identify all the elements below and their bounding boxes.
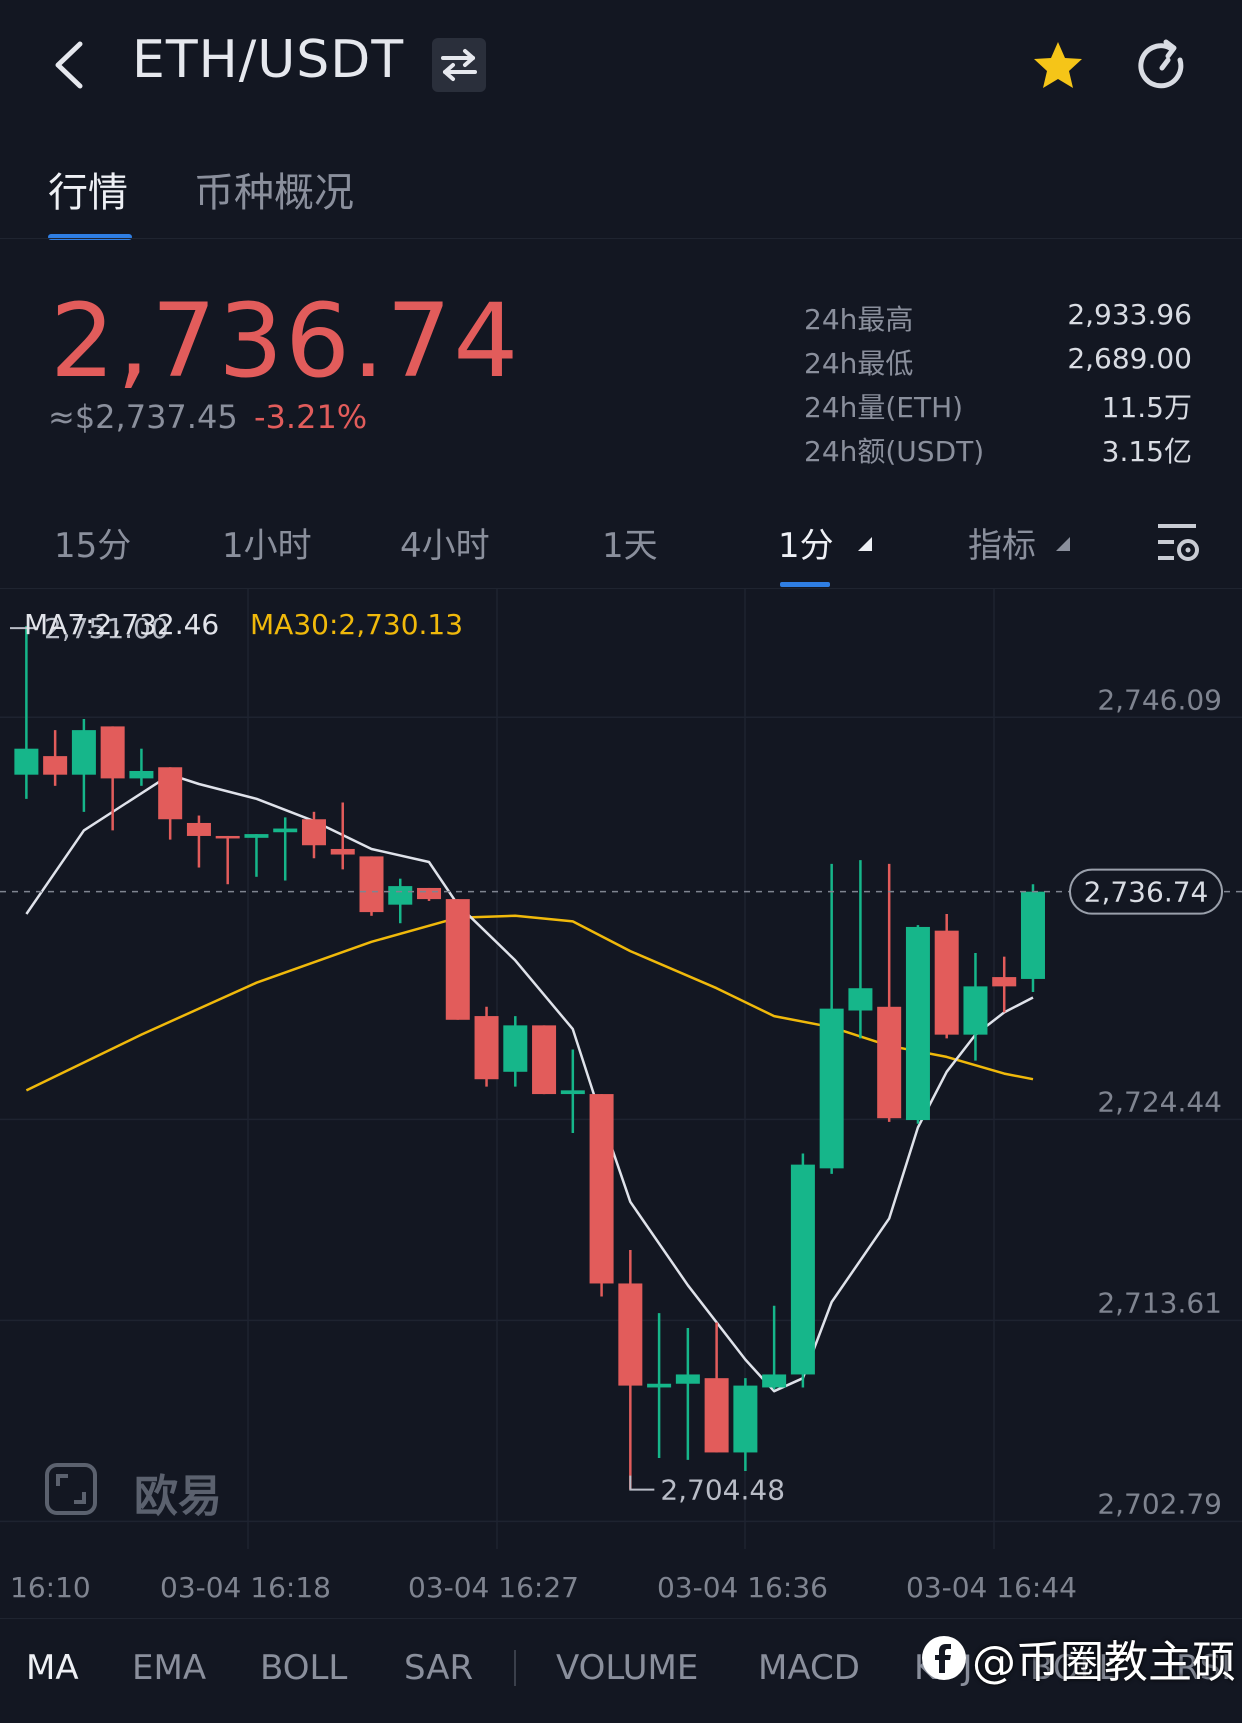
candle-up (790, 1164, 815, 1375)
low-price-marker: 2,704.48 (660, 1474, 785, 1507)
ma7-readout: MA7:2,732.46 (24, 608, 220, 641)
indicator-boll-2[interactable]: BOLL (1030, 1648, 1118, 1688)
candle-down (934, 930, 959, 1035)
divider (0, 1618, 1242, 1619)
low-marker-tick (629, 1475, 655, 1491)
indicator-ema[interactable]: EMA (132, 1648, 207, 1688)
chart-settings-icon[interactable] (1156, 520, 1200, 568)
active-period-indicator (780, 582, 830, 587)
candle-down (532, 1025, 557, 1095)
y-tick-label: 2,724.44 (1097, 1085, 1222, 1118)
indicator-separator (514, 1650, 516, 1686)
tab-coin-overview[interactable]: 币种概况 (194, 170, 354, 216)
stat-value-24h-high: 2,933.96 (1067, 298, 1192, 331)
candlestick-chart[interactable]: 2,746.09 2,724.44 2,713.61 2,702.79 16:10 03-… (0, 589, 1242, 1618)
period-1h[interactable]: 1小时 (222, 526, 312, 566)
credit-watermark: @币圈教主硕 (922, 1626, 1236, 1690)
ma30-readout: MA30:2,730.13 (250, 608, 464, 641)
favorite-star-icon[interactable] (1030, 38, 1086, 94)
candle-down (992, 977, 1017, 987)
candle-up (503, 1025, 528, 1072)
candle-down (158, 767, 183, 820)
candle-up (273, 828, 298, 833)
credit-text: @币圈教主硕 (972, 1637, 1236, 1688)
candle-up (244, 834, 269, 838)
candle-up (14, 748, 39, 775)
tab-market[interactable]: 行情 (48, 170, 128, 216)
candle-up (560, 1090, 585, 1095)
last-price: 2,736.74 (50, 282, 521, 401)
watermark-okx: 欧易 (134, 1471, 222, 1522)
period-dropdown-icon[interactable] (856, 536, 872, 555)
candle-down (100, 726, 125, 779)
candle-up (733, 1385, 758, 1453)
indicator-sar[interactable]: SAR (404, 1648, 474, 1688)
x-tick-label: 03-04 16:44 (906, 1571, 1077, 1604)
candle-down (43, 756, 68, 775)
candle-down (359, 856, 384, 913)
stat-label-24h-turnover: 24h额(USDT) (804, 435, 985, 468)
candle-down (330, 848, 355, 855)
candle-up (848, 988, 873, 1011)
candle-down (474, 1016, 499, 1080)
candle-up (388, 886, 413, 905)
x-tick-label: 03-04 16:18 (160, 1571, 331, 1604)
period-4h[interactable]: 4小时 (400, 526, 490, 566)
candle-down (445, 899, 470, 1020)
swap-pair-icon[interactable] (432, 38, 486, 92)
y-tick-label: 2,702.79 (1097, 1487, 1222, 1520)
candle-down (417, 887, 442, 900)
social-logo-icon (922, 1636, 966, 1680)
candle-down (215, 835, 240, 839)
back-arrow-icon[interactable] (50, 40, 90, 90)
refresh-icon[interactable] (1134, 38, 1190, 94)
divider (0, 238, 1242, 239)
indicators-dropdown-icon[interactable] (1054, 536, 1070, 555)
candle-down (186, 822, 211, 836)
period-1m[interactable]: 1分 (778, 526, 834, 566)
candle-up (647, 1383, 672, 1388)
candle-up (762, 1374, 787, 1388)
candle-down (589, 1094, 614, 1284)
candle-down (301, 819, 326, 846)
indicator-boll[interactable]: BOLL (260, 1648, 348, 1688)
stat-value-24h-low: 2,689.00 (1067, 342, 1192, 375)
stat-value-24h-turnover: 3.15亿 (1101, 435, 1192, 468)
stat-value-24h-volume: 11.5万 (1101, 391, 1192, 424)
y-tick-label: 2,746.09 (1097, 683, 1222, 716)
x-tick-label: 03-04 16:36 (657, 1571, 828, 1604)
candle-up (819, 1008, 844, 1169)
candle-down (704, 1378, 729, 1453)
indicator-rsi[interactable]: RSI (1176, 1648, 1232, 1688)
x-tick-label: 03-04 16:27 (408, 1571, 579, 1604)
candle-up (129, 770, 154, 779)
candle-up (1020, 891, 1045, 979)
period-1d[interactable]: 1天 (602, 526, 658, 566)
indicators-menu[interactable]: 指标 (968, 526, 1036, 566)
approx-usd-price: ≈$2,737.45 (48, 398, 238, 436)
high-price-marker: 2,751.00 (44, 612, 169, 645)
stat-label-24h-volume: 24h量(ETH) (804, 391, 964, 424)
period-15m[interactable]: 15分 (54, 526, 132, 566)
candle-up (675, 1374, 700, 1384)
candle-up (71, 730, 96, 775)
candle-up (905, 926, 930, 1121)
price-change-percent: -3.21% (254, 398, 368, 436)
candle-up (963, 986, 988, 1035)
indicator-ma[interactable]: MA (26, 1648, 79, 1688)
indicator-volume[interactable]: VOLUME (556, 1648, 699, 1688)
active-tab-indicator (48, 234, 132, 240)
current-price-tag: 2,736.74 (1084, 876, 1209, 909)
stat-label-24h-high: 24h最高 (804, 303, 914, 336)
candle-down (877, 1006, 902, 1119)
x-tick-label: 16:10 (10, 1571, 91, 1604)
fullscreen-icon[interactable] (44, 1462, 98, 1516)
current-price-tag-box (1069, 868, 1223, 915)
divider (0, 588, 1242, 589)
y-tick-label: 2,713.61 (1097, 1286, 1222, 1319)
indicator-macd[interactable]: MACD (758, 1648, 860, 1688)
pair-title[interactable]: ETH/USDT (132, 30, 405, 90)
stat-label-24h-low: 24h最低 (804, 347, 914, 380)
candle-down (618, 1283, 643, 1386)
